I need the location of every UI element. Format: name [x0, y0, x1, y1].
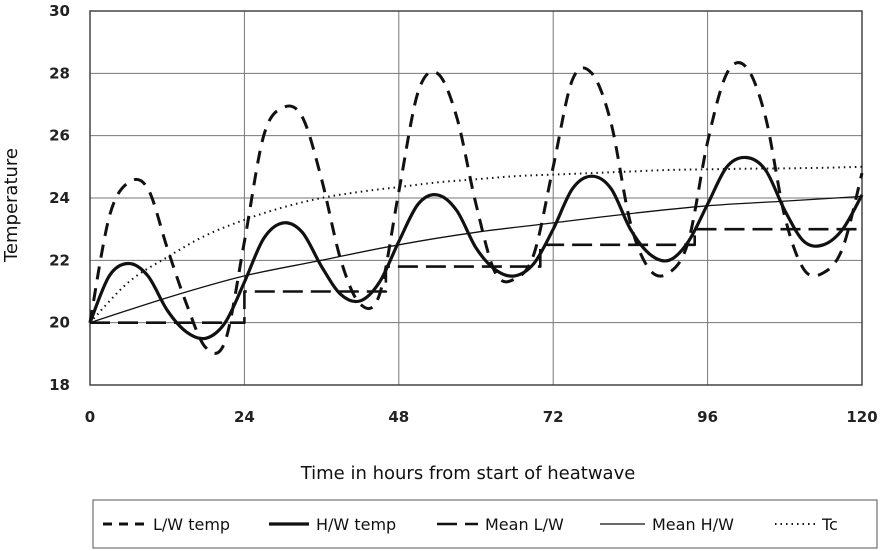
legend-label: Mean L/W [485, 515, 564, 534]
y-tick-label: 30 [49, 2, 70, 20]
y-tick-label: 18 [49, 376, 70, 394]
series-mean-lw [90, 227, 862, 324]
x-axis-title: Time in hours from start of heatwave [300, 463, 636, 484]
x-tick-label: 120 [846, 408, 877, 426]
series-mean-hw [89, 195, 863, 324]
x-tick-label: 48 [388, 408, 409, 426]
x-tick-label: 0 [85, 408, 95, 426]
y-tick-label: 28 [49, 64, 70, 82]
y-tick-label: 22 [49, 251, 70, 269]
legend-label: Tc [821, 515, 838, 534]
y-tick-label: 26 [49, 127, 70, 145]
series-hw-temp [88, 155, 864, 341]
series-lw-temp [88, 61, 864, 355]
x-tick-label: 72 [543, 408, 564, 426]
y-tick-label: 24 [49, 189, 70, 207]
x-tick-label: 96 [697, 408, 718, 426]
legend-label: Mean H/W [652, 515, 734, 534]
y-tick-labels: 18 20 22 24 26 28 30 [49, 2, 70, 394]
x-tick-labels: 0 24 48 72 96 120 [85, 408, 878, 426]
legend-box [92, 499, 878, 549]
y-tick-label: 20 [49, 314, 70, 332]
legend: L/W temp H/W temp Mean L/W Mean H/W Tc [103, 515, 838, 534]
legend-label: L/W temp [153, 515, 230, 534]
y-axis-title: Temperature [1, 148, 22, 263]
x-tick-label: 24 [234, 408, 255, 426]
legend-label: H/W temp [316, 515, 396, 534]
series-tc [89, 165, 863, 324]
series-layer [88, 61, 864, 355]
